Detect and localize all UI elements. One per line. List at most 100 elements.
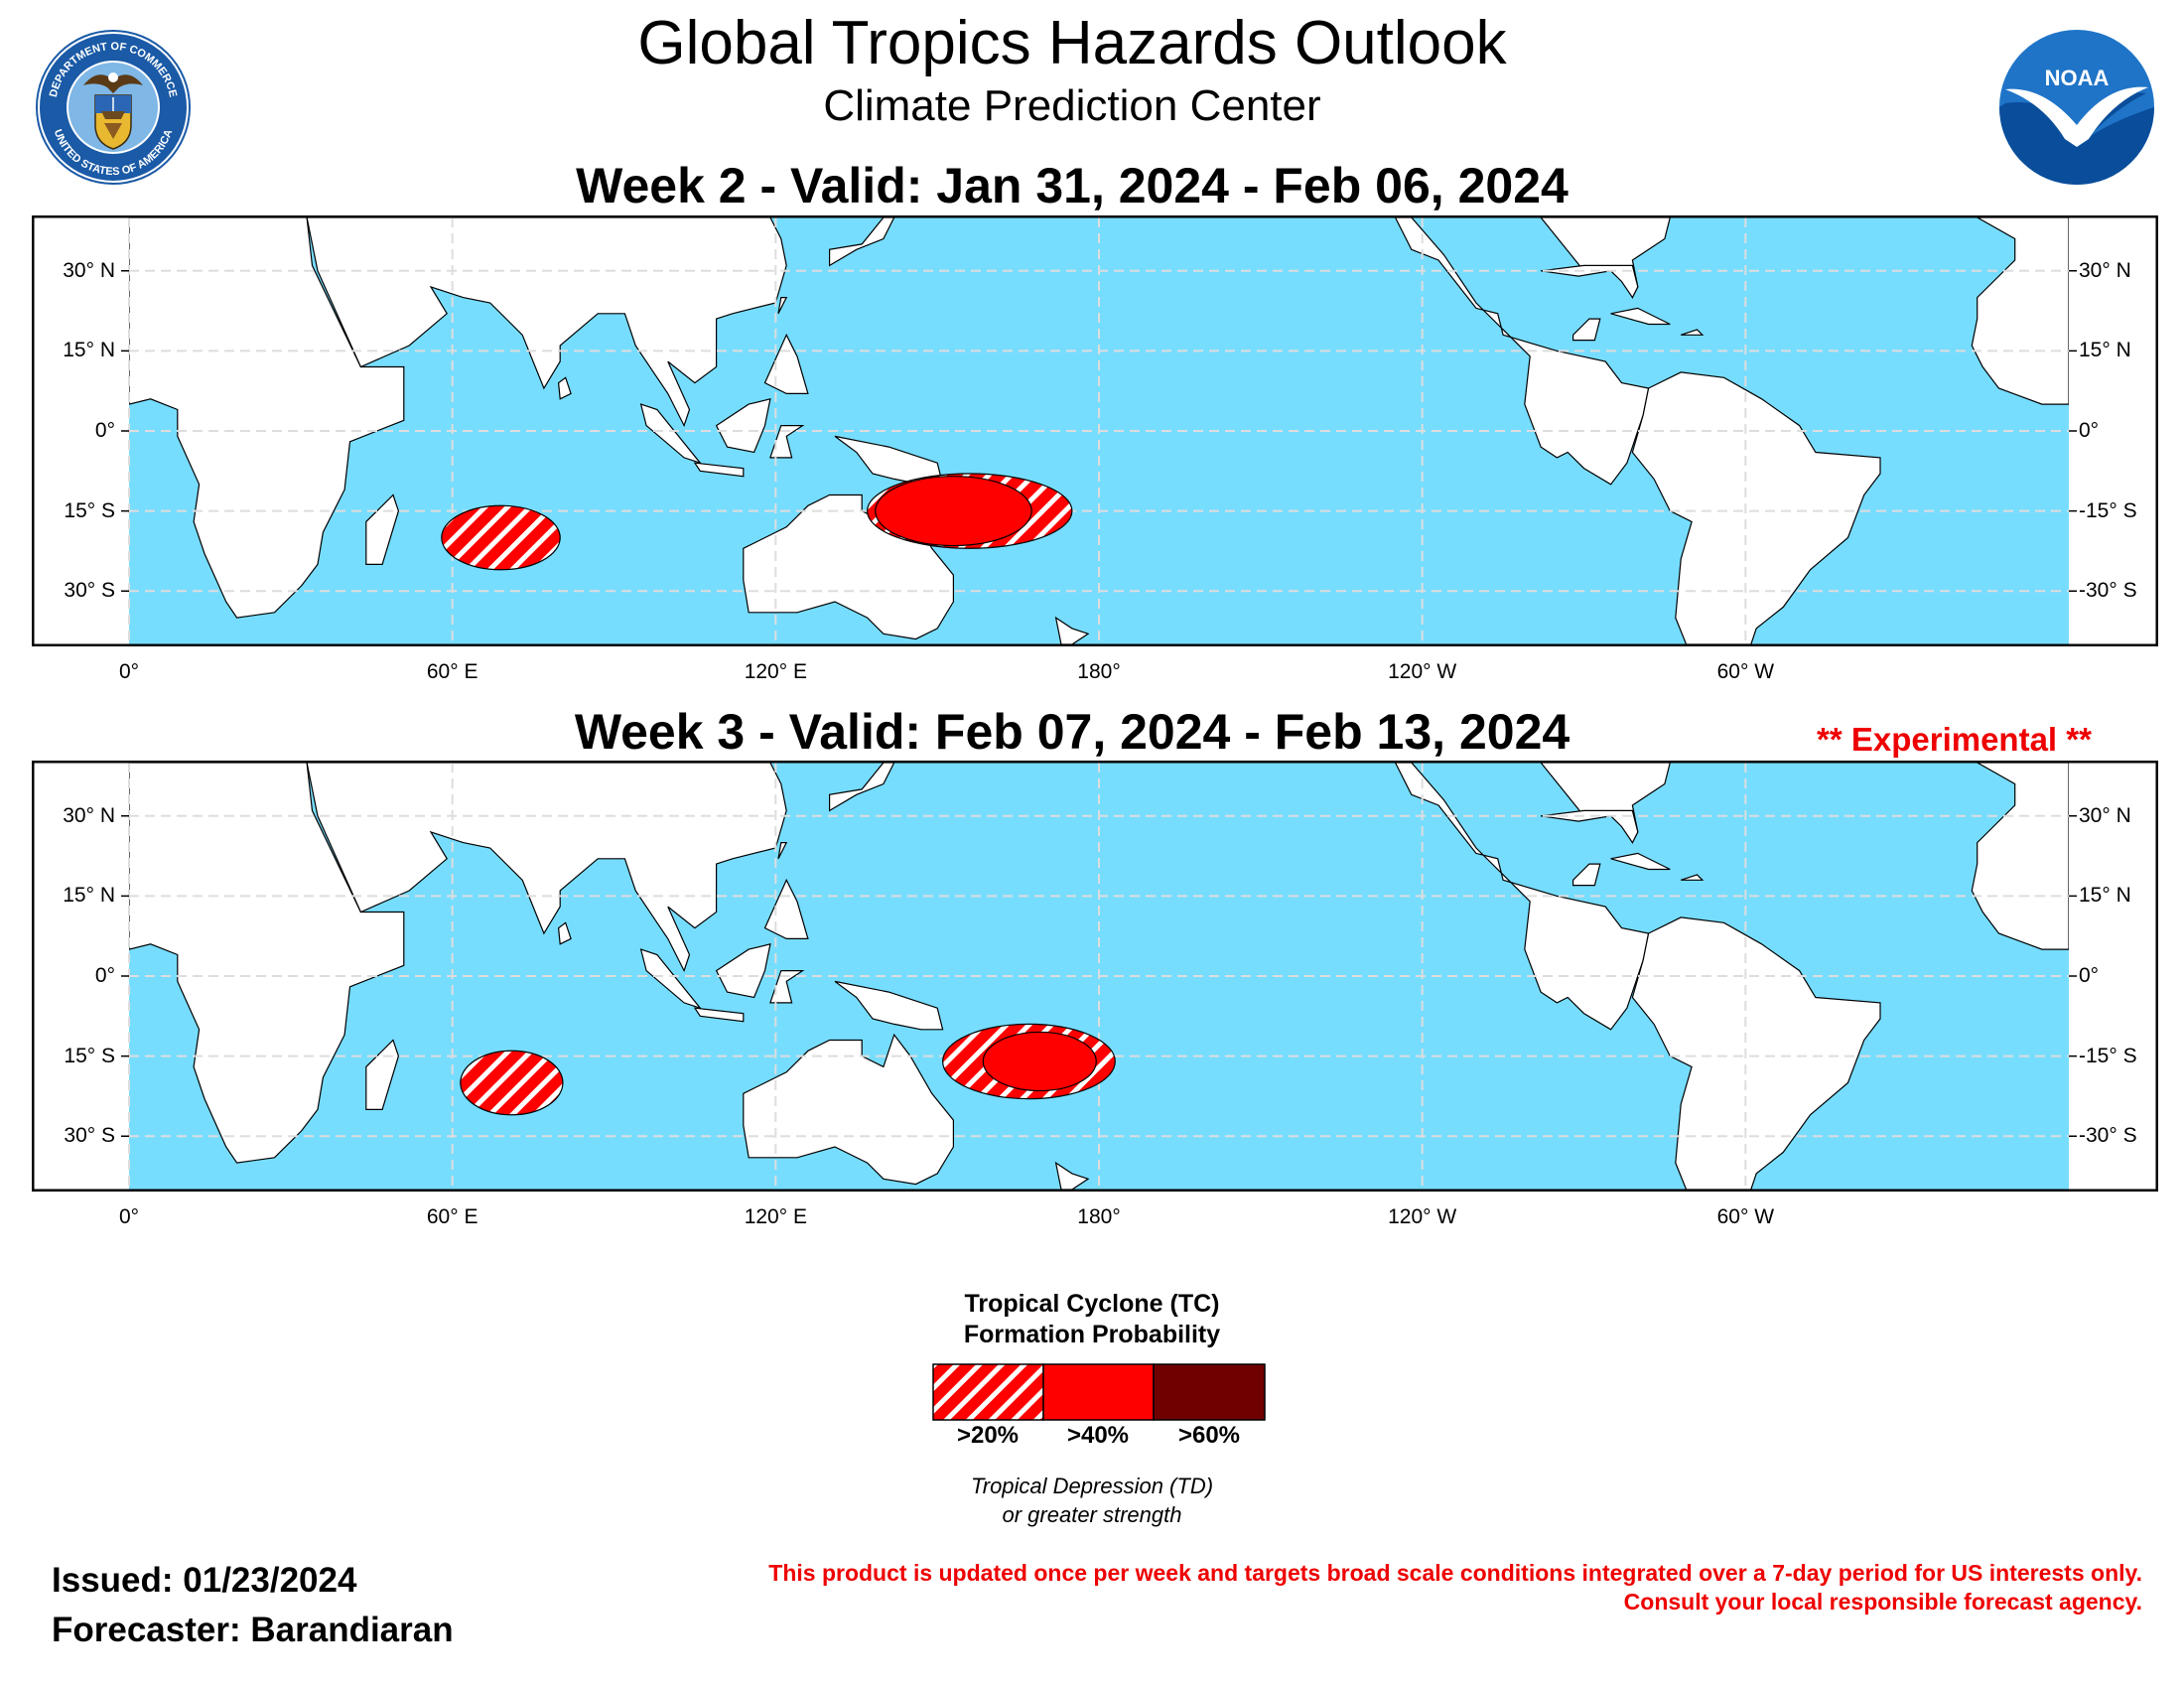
lat-tick-label-right: -30° S	[2079, 1124, 2137, 1148]
legend-label-40: >40%	[1066, 1422, 1130, 1449]
land-americas-north	[1394, 763, 1650, 1031]
page-subtitle: Climate Prediction Center	[823, 81, 1321, 130]
legend-subtitle: Tropical Depression (TD) or greater stre…	[0, 1472, 2184, 1529]
lat-tick-label-right: -30° S	[2079, 579, 2137, 603]
land-arabia-asia	[306, 217, 787, 428]
disclaimer-line2: Consult your local responsible forecast …	[1623, 1589, 2142, 1615]
forecaster-name: Forecaster: Barandiaran	[52, 1611, 454, 1649]
lat-tick-label-right: 15° N	[2079, 884, 2131, 908]
land-florida-gulf	[1541, 809, 1639, 844]
land-sulawesi	[769, 970, 805, 1004]
land-west-africa-right	[1971, 217, 2069, 405]
legend-label-60: >60%	[1177, 1422, 1241, 1449]
land-madagascar	[365, 493, 400, 565]
hazard-area-20	[460, 1050, 564, 1116]
map-svg	[31, 760, 2159, 1201]
hazard-area-40	[982, 1031, 1097, 1092]
lon-tick-label: 120° W	[1388, 660, 1457, 683]
disclaimer: This product is updated once per week an…	[455, 1559, 2142, 1617]
lat-tick-label-left: 0°	[94, 964, 115, 987]
land-americas-south	[1631, 916, 1881, 1190]
legend-title: Tropical Cyclone (TC) Formation Probabil…	[0, 1289, 2184, 1350]
lat-tick-label-right: 0°	[2079, 419, 2100, 442]
land-florida-gulf	[1541, 264, 1639, 299]
land-arabia-asia	[306, 763, 787, 973]
experimental-label: ** Experimental **	[1817, 721, 2092, 758]
land-taiwan	[777, 842, 788, 860]
week2-title: Week 2 - Valid: Jan 31, 2024 - Feb 06, 2…	[576, 158, 1569, 213]
land-hispaniola	[1681, 874, 1705, 881]
legend-swatch-20	[932, 1363, 1044, 1421]
land-java	[693, 1007, 745, 1023]
lat-tick-label-left: 15° N	[63, 339, 115, 362]
land-java	[693, 462, 745, 478]
legend-swatch-60	[1153, 1363, 1266, 1421]
week3-map-panel	[31, 760, 2159, 1201]
legend-title-line2: Formation Probability	[963, 1321, 1221, 1348]
lat-tick-label-left: 30° N	[63, 258, 115, 282]
land-mexico-yucatan	[1572, 318, 1601, 342]
legend-title-line1: Tropical Cyclone (TC)	[964, 1290, 1220, 1318]
lat-tick-label-right: 0°	[2079, 964, 2100, 987]
lat-tick-label-right: -15° S	[2079, 498, 2137, 522]
land-west-africa-right	[1971, 763, 2069, 950]
land-cuba	[1610, 852, 1671, 871]
commerce-seal-logo: DEPARTMENT OF COMMERCE UNITED STATES OF …	[36, 30, 191, 185]
land-madagascar	[365, 1039, 400, 1110]
land-mexico-yucatan	[1572, 863, 1601, 887]
svg-text:NOAA: NOAA	[2045, 66, 2110, 90]
legend-sub-line1: Tropical Depression (TD)	[970, 1474, 1214, 1498]
lat-tick-label-left: 15° S	[64, 1044, 115, 1067]
lat-tick-label-right: 30° N	[2079, 258, 2131, 282]
land-sumatra	[639, 403, 703, 465]
lat-tick-label-right: 30° N	[2079, 803, 2131, 827]
hazard-area-20	[441, 504, 561, 571]
land-japan	[829, 217, 895, 267]
land-americas-north	[1394, 217, 1650, 486]
land-cuba	[1610, 307, 1671, 326]
legend-color-bar	[932, 1363, 1266, 1421]
land-africa	[129, 763, 405, 1164]
land-hispaniola	[1681, 329, 1705, 336]
lon-tick-label: 120° W	[1388, 1205, 1457, 1228]
lon-tick-label: 60° W	[1716, 660, 1775, 683]
land-sumatra	[639, 948, 703, 1010]
disclaimer-line1: This product is updated once per week an…	[768, 1560, 2142, 1586]
legend-swatch-40	[1042, 1363, 1155, 1421]
lat-tick-label-right: 15° N	[2079, 339, 2131, 362]
land-borneo	[715, 942, 771, 999]
lat-tick-label-left: 30° S	[64, 1124, 115, 1148]
land-new-zealand	[1054, 1161, 1090, 1190]
lat-tick-label-left: 15° S	[64, 498, 115, 522]
legend-sub-line2: or greater strength	[1002, 1502, 1182, 1527]
legend-label-20: >20%	[956, 1422, 1020, 1449]
lon-tick-label: 60° W	[1716, 1205, 1775, 1228]
land-borneo	[715, 397, 771, 454]
lat-tick-label-left: 30° S	[64, 579, 115, 603]
lon-tick-label: 120° E	[744, 1205, 807, 1228]
land-new-guinea	[834, 980, 944, 1031]
lat-tick-label-left: 15° N	[63, 884, 115, 908]
lat-tick-label-left: 30° N	[63, 803, 115, 827]
issued-date: Issued: 01/23/2024	[52, 1561, 357, 1600]
land-sulawesi	[769, 425, 805, 459]
land-sri-lanka	[557, 376, 572, 400]
lon-tick-label: 120° E	[744, 660, 807, 683]
week3-title: Week 3 - Valid: Feb 07, 2024 - Feb 13, 2…	[574, 704, 1570, 760]
land-japan	[829, 763, 895, 812]
land-africa	[129, 217, 405, 619]
hazard-area-40	[875, 476, 1032, 547]
lon-tick-label: 180°	[1077, 1205, 1121, 1228]
lon-tick-label: 0°	[118, 1205, 140, 1228]
week2-map-panel	[31, 214, 2159, 656]
lat-tick-label-left: 0°	[94, 419, 115, 442]
land-australia	[743, 1033, 954, 1186]
land-americas-south	[1631, 371, 1881, 644]
lat-tick-label-right: -15° S	[2079, 1044, 2137, 1067]
land-taiwan	[777, 297, 788, 315]
map-svg	[31, 214, 2159, 656]
page-title: Global Tropics Hazards Outlook	[637, 9, 1507, 77]
lon-tick-label: 180°	[1077, 660, 1121, 683]
noaa-logo: NOAA	[1999, 30, 2154, 185]
lon-tick-label: 60° E	[426, 660, 478, 683]
